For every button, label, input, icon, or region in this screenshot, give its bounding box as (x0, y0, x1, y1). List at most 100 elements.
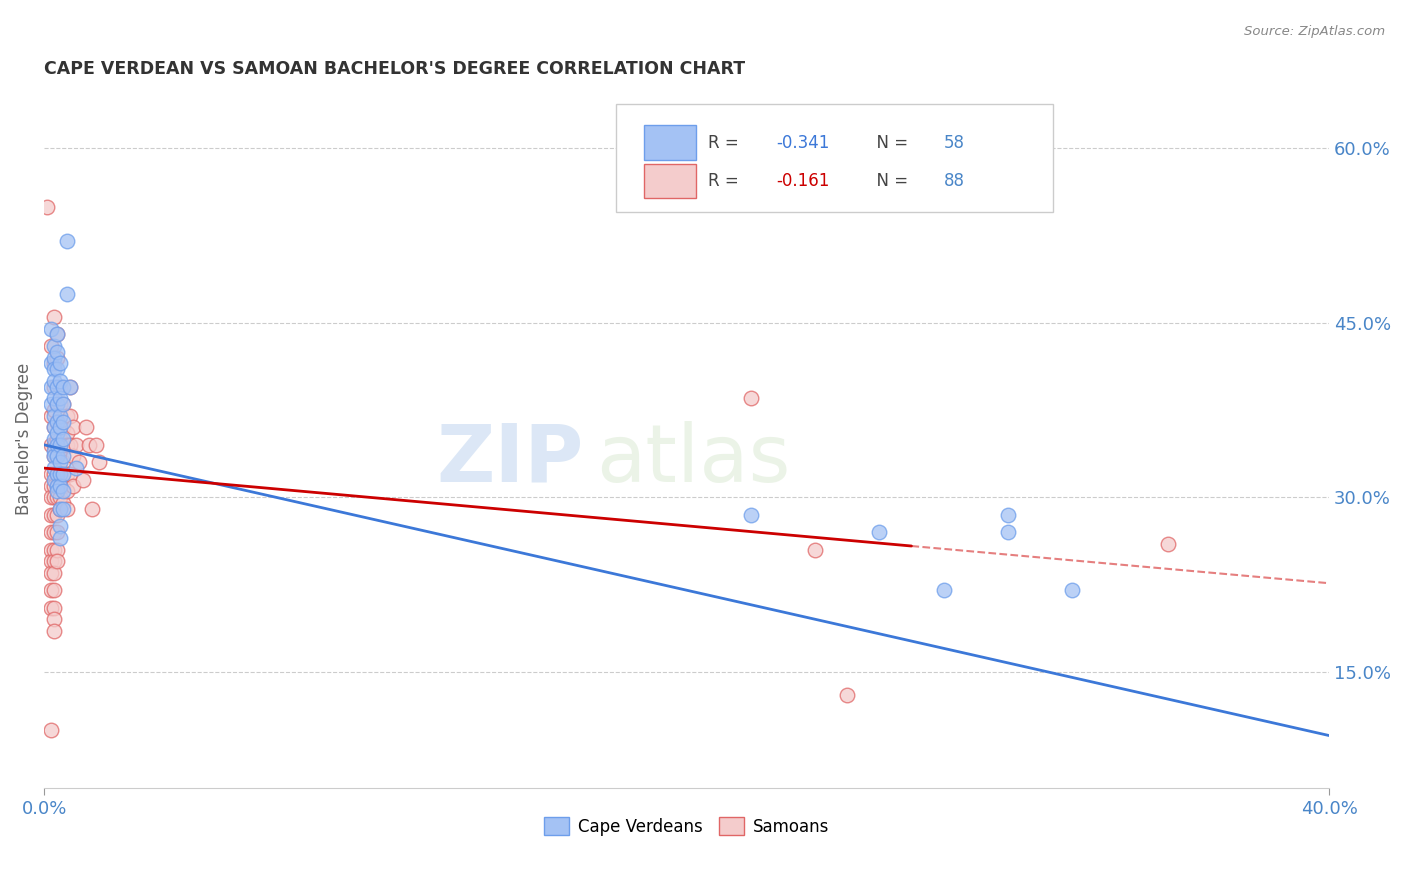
Point (46, 467, 69, 481)
Point (46, 397, 69, 411)
Point (49, 432, 72, 446)
Point (49, 519, 72, 533)
Point (740, 508, 762, 522)
Point (42, 356, 65, 370)
Point (52, 380, 75, 394)
Point (55, 484, 77, 499)
Point (46, 524, 69, 539)
Point (69, 455, 91, 469)
Point (42, 403, 65, 417)
Point (49, 531, 72, 545)
FancyBboxPatch shape (616, 104, 1053, 212)
Point (42, 409, 65, 423)
Point (42, 461, 65, 475)
Point (1060, 583, 1083, 598)
Point (52, 467, 75, 481)
Point (46, 467, 69, 481)
Point (55, 409, 77, 423)
Point (42, 438, 65, 452)
Point (49, 478, 72, 492)
Point (39, 321, 62, 335)
Point (46, 327, 69, 342)
Point (46, 362, 69, 376)
Point (49, 438, 72, 452)
Point (39, 583, 62, 598)
Point (46, 450, 69, 464)
Point (52, 484, 75, 499)
Point (59, 467, 82, 481)
Point (49, 374, 72, 388)
Point (49, 380, 72, 394)
Point (42, 362, 65, 376)
Point (997, 524, 1019, 539)
Point (55, 426, 77, 441)
Text: atlas: atlas (596, 421, 792, 499)
Point (42, 612, 65, 626)
Point (49, 455, 72, 469)
Point (46, 484, 69, 499)
Point (39, 524, 62, 539)
Point (42, 339, 65, 353)
Point (49, 443, 72, 458)
Point (82, 501, 104, 516)
Point (39, 542, 62, 557)
Point (46, 438, 69, 452)
Point (49, 501, 72, 516)
Point (46, 478, 69, 492)
Point (49, 501, 72, 516)
Point (46, 344, 69, 359)
Point (42, 624, 65, 638)
Point (46, 426, 69, 441)
Text: 58: 58 (943, 134, 965, 152)
Point (62, 450, 84, 464)
Point (46, 554, 69, 568)
Point (39, 438, 62, 452)
Point (59, 380, 82, 394)
Point (932, 583, 955, 598)
Point (42, 420, 65, 434)
Point (49, 397, 72, 411)
Point (84, 438, 107, 452)
Point (39, 339, 62, 353)
Point (39, 508, 62, 522)
Point (46, 478, 69, 492)
Text: Source: ZipAtlas.com: Source: ZipAtlas.com (1244, 25, 1385, 38)
Text: -0.161: -0.161 (776, 172, 830, 190)
Point (837, 688, 859, 702)
FancyBboxPatch shape (644, 163, 696, 198)
Point (55, 501, 77, 516)
Point (42, 583, 65, 598)
Point (52, 438, 75, 452)
Text: R =: R = (709, 134, 744, 152)
Point (62, 420, 84, 434)
Point (46, 450, 69, 464)
Point (37, 200, 59, 214)
Text: ZIP: ZIP (436, 421, 583, 499)
Point (46, 351, 69, 365)
Point (42, 473, 65, 487)
Point (42, 374, 65, 388)
Point (39, 554, 62, 568)
Point (59, 409, 82, 423)
Point (46, 380, 69, 394)
Point (42, 478, 65, 492)
Point (49, 356, 72, 370)
Point (72, 473, 94, 487)
Point (42, 508, 65, 522)
Point (52, 455, 75, 469)
Point (52, 420, 75, 434)
Point (46, 327, 69, 342)
Point (49, 392, 72, 406)
Point (49, 490, 72, 504)
Point (42, 524, 65, 539)
Point (46, 415, 69, 429)
Point (52, 415, 75, 429)
Point (55, 467, 77, 481)
Point (49, 420, 72, 434)
Point (62, 478, 84, 492)
Point (52, 397, 75, 411)
Point (39, 397, 62, 411)
Point (77, 438, 100, 452)
Point (39, 566, 62, 580)
Point (55, 235, 77, 249)
